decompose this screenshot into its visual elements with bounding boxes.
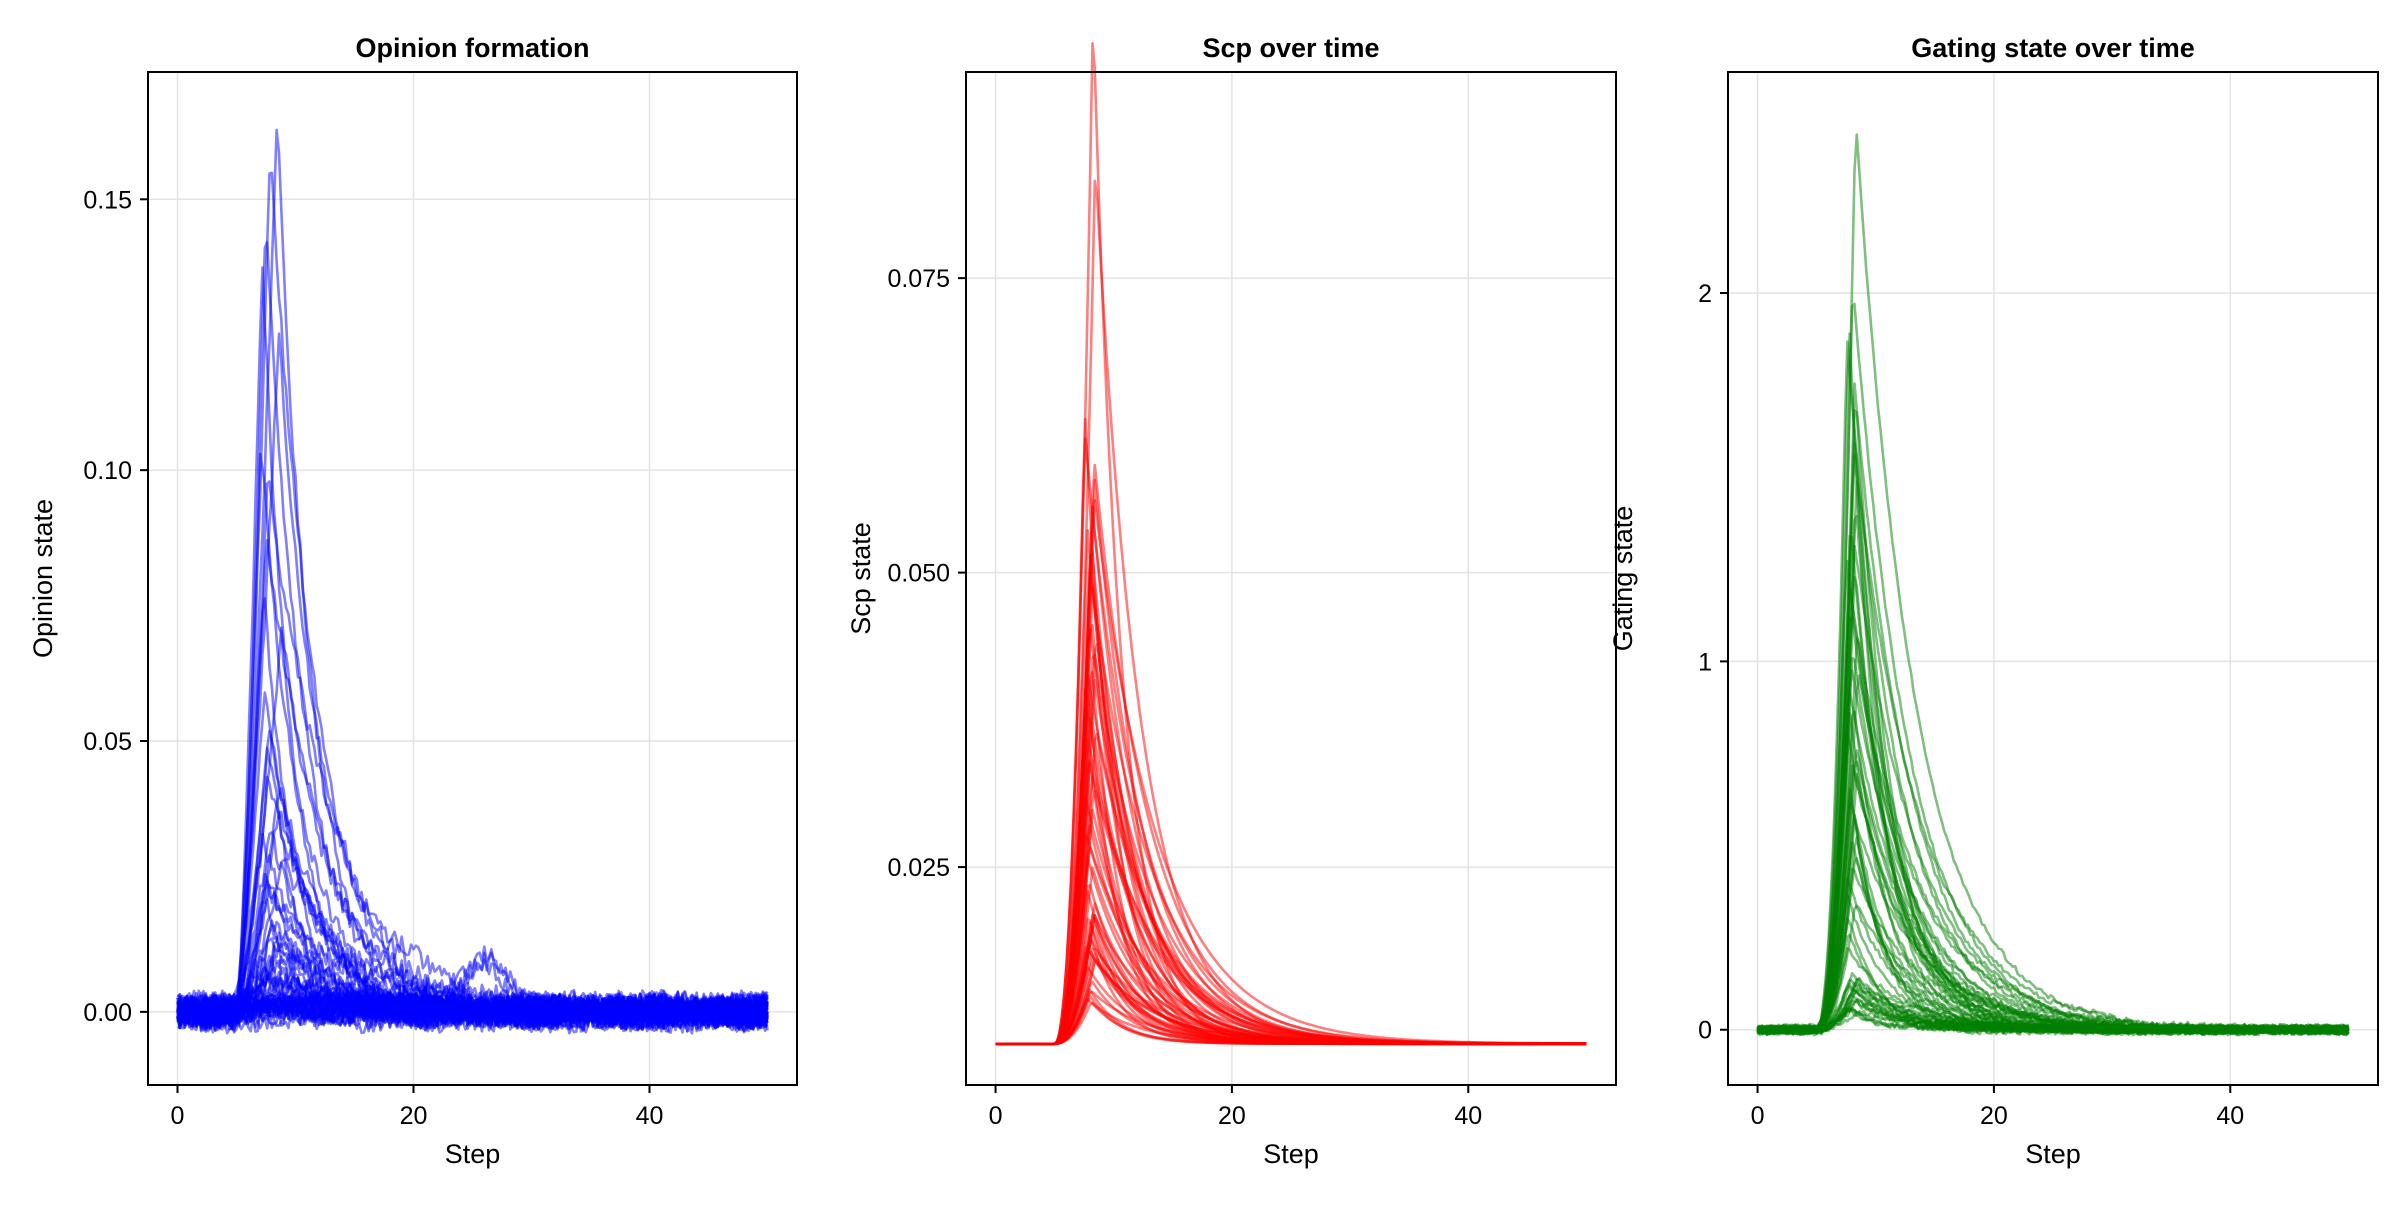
panel-scp-over-time: 0 20 40 0.025 0.050 0.075 Scp over time Step… <box>846 33 1617 1169</box>
panel-gating-state-over-time: 0 20 40 0 1 2 Gating state over time Step Ga… <box>1608 33 2379 1169</box>
x-ticks: 0 20 40 <box>989 1085 1482 1130</box>
series-line <box>995 917 1587 1046</box>
x-tick-label: 0 <box>989 1102 1003 1130</box>
x-tick-label: 0 <box>1751 1102 1765 1130</box>
y-ticks: 0 1 2 <box>1698 280 1728 1045</box>
y-ticks: 0.00 0.05 0.10 0.15 <box>83 186 148 1027</box>
series-lines <box>1756 133 2350 1037</box>
series-line <box>177 993 769 1030</box>
plot-frame <box>147 71 798 1086</box>
x-tick-label: 40 <box>1454 1102 1482 1130</box>
x-tick-label: 0 <box>171 1102 185 1130</box>
plot-frame <box>965 71 1617 1086</box>
panel-opinion-formation: 0 20 40 0.00 0.05 0.10 0.15 Opinion formation… <box>28 33 798 1169</box>
x-ticks: 0 20 40 <box>1751 1085 2244 1130</box>
x-tick-label: 40 <box>636 1102 664 1130</box>
y-tick-label: 0.050 <box>887 560 950 588</box>
grid-lines <box>1728 72 2378 1085</box>
x-axis-label: Step <box>2025 1139 2081 1169</box>
y-tick-label: 0.05 <box>83 728 132 756</box>
x-ticks: 0 20 40 <box>171 1085 664 1130</box>
x-tick-label: 20 <box>1218 1102 1246 1130</box>
series-lines <box>995 42 1587 1046</box>
x-tick-label: 20 <box>400 1102 428 1130</box>
y-tick-label: 0.00 <box>83 999 132 1027</box>
x-axis-label: Step <box>1263 1139 1319 1169</box>
chart-title: Opinion formation <box>356 33 590 63</box>
series-lines <box>176 128 769 1035</box>
y-axis-label: Gating state <box>1608 506 1638 652</box>
y-tick-label: 0.10 <box>83 457 132 485</box>
series-line <box>1756 981 2349 1034</box>
grid-lines <box>966 72 1616 1085</box>
y-tick-label: 0.15 <box>83 186 132 214</box>
x-axis-label: Step <box>445 1139 501 1169</box>
series-line <box>176 991 769 1025</box>
chart-title: Gating state over time <box>1911 33 2195 63</box>
x-tick-label: 20 <box>1980 1102 2008 1130</box>
y-axis-label: Scp state <box>846 522 876 635</box>
y-tick-label: 2 <box>1698 280 1712 308</box>
series-line <box>176 266 769 1031</box>
y-tick-label: 0.075 <box>887 265 950 293</box>
y-axis-label: Opinion state <box>28 499 58 658</box>
y-tick-label: 1 <box>1698 648 1712 676</box>
x-tick-label: 40 <box>2216 1102 2244 1130</box>
y-tick-label: 0.025 <box>887 854 950 882</box>
chart-title: Scp over time <box>1202 33 1379 63</box>
y-ticks: 0.025 0.050 0.075 <box>887 265 966 882</box>
y-tick-label: 0 <box>1698 1017 1712 1045</box>
plot-frame <box>1727 71 2379 1086</box>
